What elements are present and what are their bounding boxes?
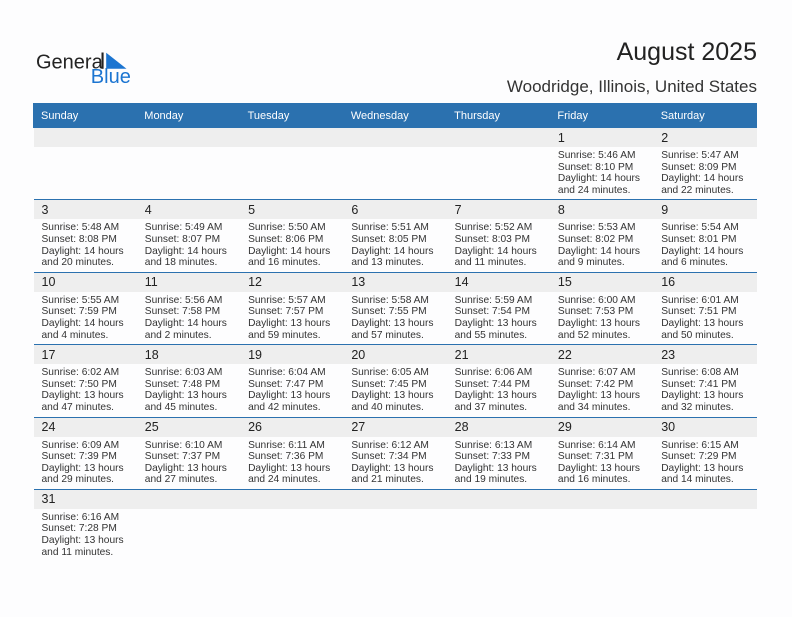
svg-text:Blue: Blue	[91, 66, 131, 88]
